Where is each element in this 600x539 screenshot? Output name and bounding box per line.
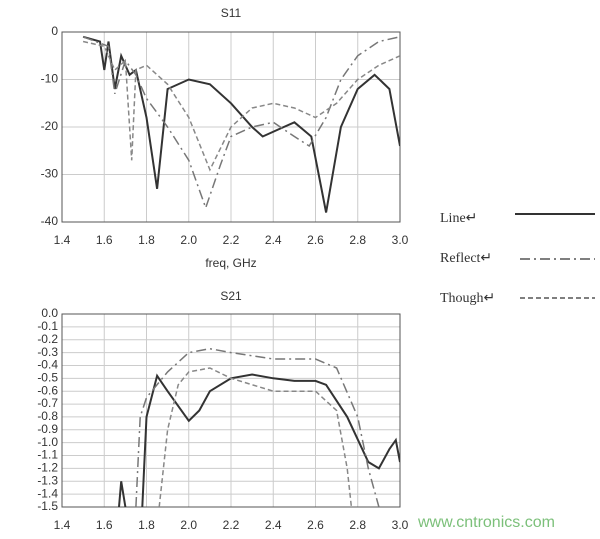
y-tick-label: -40: [41, 214, 59, 228]
y-tick-label: -0.8: [37, 409, 58, 423]
y-tick-label: -1.3: [37, 473, 58, 487]
series-line: [82, 36, 400, 211]
y-tick-label: -0.6: [37, 383, 58, 397]
x-tick-label: 2.4: [265, 233, 282, 247]
x-tick-label: 1.4: [54, 233, 71, 247]
y-tick-label: -30: [41, 167, 59, 181]
x-tick-label: 2.8: [349, 518, 366, 532]
x-tick-label: 2.6: [307, 518, 324, 532]
x-tick-label: 1.8: [138, 233, 155, 247]
plot-frame: [61, 31, 401, 223]
x-tick-label: 2.8: [349, 233, 366, 247]
y-tick-label: 0.0: [41, 306, 58, 320]
y-tick-label: -1.1: [37, 448, 58, 462]
y-tick-label: -0.5: [37, 371, 58, 385]
series-line: [135, 347, 380, 507]
y-tick-label: -0.4: [37, 358, 58, 372]
x-tick-label: 2.0: [180, 233, 197, 247]
x-tick-label: 2.0: [180, 518, 197, 532]
series-line: [82, 35, 400, 213]
x-tick-label: 3.0: [392, 518, 409, 532]
legend-label: Reflect↵: [440, 251, 492, 266]
y-tick-label: -10: [41, 72, 59, 86]
legend-label: Line↵: [440, 211, 477, 226]
x-tick-label: 3.0: [392, 233, 409, 247]
plot-frame: [61, 313, 401, 508]
y-tick-label: -1.5: [37, 499, 58, 513]
y-tick-label: -0.2: [37, 332, 58, 346]
y-tick-label: -1.4: [37, 486, 58, 500]
x-tick-label: 1.4: [54, 518, 71, 532]
watermark: www.cntronics.com: [417, 514, 555, 531]
series-line: [118, 373, 400, 507]
y-tick-label: -0.1: [37, 319, 58, 333]
chart-title: S11: [221, 6, 242, 20]
legend-label: Though↵: [440, 291, 495, 306]
x-tick-label: 2.2: [223, 518, 240, 532]
y-tick-label: -20: [41, 119, 59, 133]
x-tick-label: 2.2: [223, 233, 240, 247]
y-tick-label: -0.9: [37, 422, 58, 436]
series-line: [158, 367, 353, 507]
y-tick-label: 0: [51, 24, 58, 38]
y-tick-label: -1.0: [37, 435, 58, 449]
x-axis-label: freq, GHz: [205, 256, 256, 270]
x-tick-label: 2.6: [307, 233, 324, 247]
x-tick-label: 2.4: [265, 518, 282, 532]
y-tick-label: -0.3: [37, 345, 58, 359]
x-tick-label: 1.6: [96, 233, 113, 247]
x-tick-label: 1.8: [138, 518, 155, 532]
x-tick-label: 1.6: [96, 518, 113, 532]
series-line: [82, 40, 400, 172]
y-tick-label: -1.2: [37, 461, 58, 475]
chart-title: S21: [220, 289, 242, 303]
y-tick-label: -0.7: [37, 396, 58, 410]
